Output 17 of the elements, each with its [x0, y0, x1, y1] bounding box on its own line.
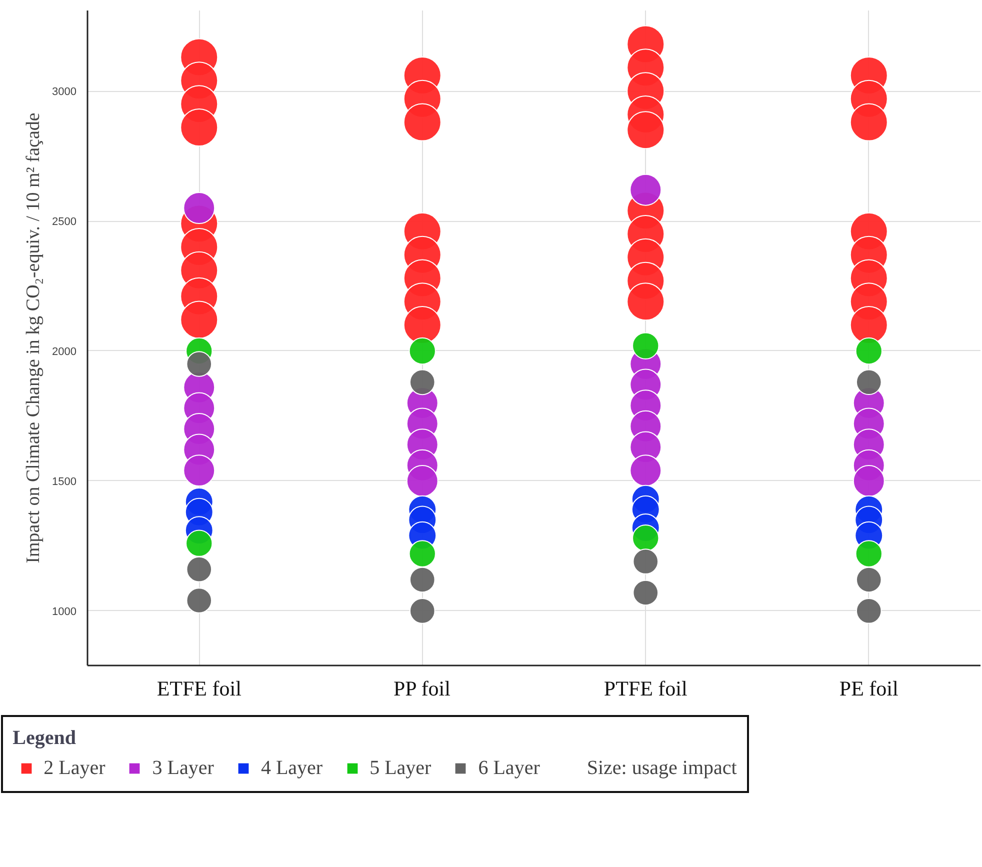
text: Size: usage impact: [586, 756, 737, 780]
y-tick-label: 1000: [52, 606, 77, 618]
y-tick-label: 2000: [52, 346, 77, 358]
y-tick-label: 1500: [52, 476, 77, 488]
y-axis-title: Impact on Climate Change in kg CO₂-equiv. / 10 m² façade: [23, 112, 44, 564]
x-tick-label: ETFE foil: [156, 676, 242, 700]
legend-title: Legend: [12, 727, 77, 750]
legend-label: 5 Layer: [370, 756, 432, 780]
x-tick-label: PE foil: [839, 676, 898, 700]
x-tick-label: PP foil: [393, 676, 451, 700]
legend-label: 2 Layer: [44, 756, 106, 780]
y-tick-label: 3000: [52, 86, 77, 98]
x-tick-label: PTFE foil: [604, 676, 688, 700]
legend-label: 4 Layer: [260, 756, 323, 780]
legend-label: 6 Layer: [478, 756, 540, 780]
legend-label: 3 Layer: [152, 756, 214, 780]
y-tick-label: 2500: [52, 216, 77, 228]
